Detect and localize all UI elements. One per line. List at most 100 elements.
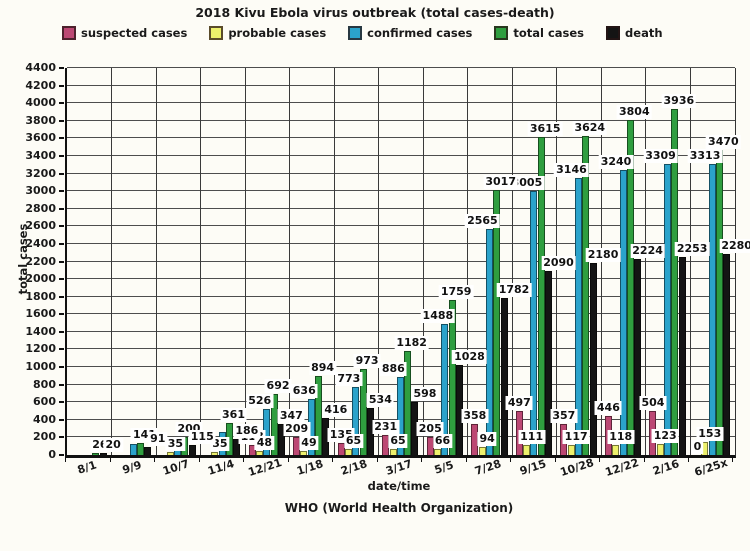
legend-label: probable cases	[228, 26, 327, 40]
bar-value-label: 205	[416, 421, 444, 436]
bar-total-cases	[92, 452, 100, 455]
y-tick-label: 1600	[25, 307, 56, 321]
bar-suspected-cases	[248, 444, 256, 455]
y-tick-mark	[59, 67, 64, 69]
bar-confirmed-cases	[574, 178, 582, 455]
x-tick-mark	[688, 458, 690, 462]
x-tick-mark	[332, 458, 334, 462]
y-tick-mark	[59, 366, 64, 369]
bar-value-label: 153	[696, 426, 724, 441]
x-tick-mark	[65, 458, 66, 462]
y-tick-mark	[59, 119, 64, 122]
bar-probable-cases	[523, 445, 531, 455]
bar-probable-cases	[434, 449, 442, 455]
bar-value-label: 3005	[509, 175, 545, 190]
x-tick-mark	[376, 458, 378, 462]
group-gridline	[645, 68, 647, 455]
bar-value-label: 3936	[661, 93, 697, 108]
y-tick-label: 2600	[25, 219, 56, 233]
bar-value-label: 118	[607, 429, 635, 444]
bar-probable-cases	[612, 444, 620, 455]
bar-value-label: 2253	[674, 241, 710, 256]
bar-confirmed-cases	[441, 324, 449, 455]
y-tick-mark	[59, 207, 64, 210]
legend-item: confirmed cases	[348, 26, 472, 40]
bar-value-label: 446	[594, 400, 622, 415]
bar-value-label: 3313	[687, 148, 723, 163]
bar-value-label: 504	[639, 395, 667, 410]
y-gridline	[67, 207, 735, 209]
group-gridline	[422, 68, 424, 455]
bar-value-label: 2180	[585, 248, 621, 263]
group-gridline	[333, 68, 335, 455]
bar-value-label: 3017	[483, 174, 518, 189]
group-gridline	[378, 68, 380, 455]
x-tick-mark	[732, 458, 733, 462]
bar-value-label: 2224	[630, 244, 665, 259]
bar-value-label: 2280	[719, 239, 750, 254]
bar-confirmed-cases	[530, 190, 538, 455]
y-tick-label: 4400	[25, 61, 56, 74]
y-tick-mark	[59, 401, 64, 404]
legend: suspected cases probable cases confirmed c…	[62, 26, 663, 40]
y-gridline	[67, 137, 735, 139]
y-tick-mark	[59, 225, 64, 228]
bar-value-label: 636	[290, 384, 318, 399]
y-tick-label: 1800	[25, 289, 56, 303]
group-gridline	[200, 68, 202, 455]
group-gridline	[111, 68, 113, 455]
y-gridline	[67, 313, 735, 315]
bar-death	[678, 256, 686, 455]
legend-swatch-icon	[348, 26, 363, 40]
bar-value-label: 115	[188, 429, 216, 444]
y-tick-label: 1200	[25, 342, 56, 356]
bar-value-label: 0	[691, 440, 704, 454]
x-tick-mark	[421, 458, 423, 462]
bar-value-label: 526	[246, 393, 274, 408]
bar-total-cases	[136, 442, 144, 455]
bar-value-label: 3624	[572, 121, 608, 136]
y-tick-mark	[59, 436, 64, 439]
y-tick-mark	[59, 330, 64, 333]
x-tick-mark	[465, 458, 467, 462]
bar-value-label: 2565	[465, 214, 500, 229]
x-tick-mark	[554, 458, 556, 462]
bar-value-label: 3240	[598, 155, 634, 170]
y-tick-label: 3000	[25, 184, 56, 198]
group-gridline	[511, 68, 513, 455]
bar-total-cases	[404, 351, 412, 455]
bar-value-label: 66	[432, 434, 453, 449]
group-gridline	[155, 68, 157, 455]
bar-confirmed-cases	[396, 377, 404, 455]
bar-value-label: 1488	[420, 309, 456, 324]
bar-total-cases	[315, 376, 323, 455]
bar-value-label: 20	[103, 438, 123, 453]
y-gridline	[67, 225, 735, 227]
bar-probable-cases	[389, 449, 397, 455]
bar-confirmed-cases	[352, 387, 360, 455]
y-gridline	[67, 260, 735, 262]
bar-value-label: 692	[264, 379, 292, 394]
bar-death	[500, 298, 508, 455]
y-tick-mark	[59, 454, 64, 456]
y-tick-mark	[59, 260, 64, 263]
bar-value-label: 65	[343, 434, 364, 449]
bar-probable-cases	[478, 446, 486, 455]
y-tick-mark	[59, 295, 64, 298]
y-tick-mark	[59, 383, 64, 386]
x-tick-mark	[287, 458, 289, 462]
bar-value-label: 35	[165, 436, 186, 451]
y-tick-mark	[59, 313, 64, 316]
y-tick-label: 3800	[25, 113, 56, 127]
bar-value-label: 111	[518, 430, 546, 445]
legend-label: confirmed cases	[367, 26, 473, 40]
bar-value-label: 1759	[438, 285, 474, 300]
y-tick-label: 3400	[25, 148, 56, 162]
bar-total-cases	[582, 136, 590, 455]
group-gridline	[689, 68, 691, 455]
bar-value-label: 598	[411, 387, 439, 402]
bar-value-label: 357	[550, 408, 578, 423]
bar-probable-cases	[300, 450, 308, 455]
legend-item: total cases	[494, 26, 584, 40]
